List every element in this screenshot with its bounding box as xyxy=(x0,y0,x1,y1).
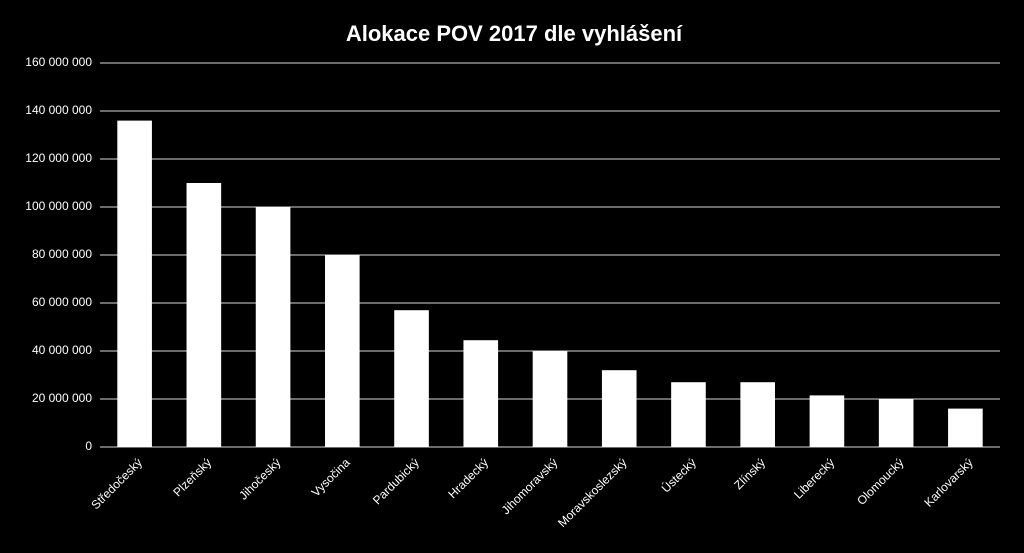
x-tick-label: Vysočina xyxy=(309,455,353,499)
bar xyxy=(809,395,845,447)
y-tick-label: 140 000 000 xyxy=(25,103,92,117)
bar xyxy=(878,399,914,447)
y-tick-label: 80 000 000 xyxy=(32,247,92,261)
x-tick-label: Ústecký xyxy=(658,455,699,496)
bar xyxy=(532,351,568,447)
bar xyxy=(394,310,429,447)
y-tick-label: 100 000 000 xyxy=(25,199,92,213)
bar xyxy=(325,255,360,447)
x-tick-label: Plzeňský xyxy=(170,455,214,499)
bar xyxy=(186,183,222,447)
y-tick-label: 120 000 000 xyxy=(25,151,92,165)
x-tick-label: Středočeský xyxy=(88,455,145,512)
bar xyxy=(948,408,983,447)
bar xyxy=(740,382,775,447)
x-tick-label: Pardubický xyxy=(370,455,422,507)
y-tick-label: 40 000 000 xyxy=(32,343,92,357)
y-tick-label: 160 000 000 xyxy=(25,55,92,69)
x-tick-label: Zlínský xyxy=(731,455,768,492)
x-tick-label: Liberecký xyxy=(791,455,837,501)
x-tick-label: Jihomoravský xyxy=(499,455,561,517)
x-tick-label: Jihočeský xyxy=(236,455,283,502)
bar xyxy=(463,340,499,447)
bar xyxy=(117,120,152,447)
chart-title: Alokace POV 2017 dle vyhlášení xyxy=(346,21,683,46)
x-tick-label: Karlovarský xyxy=(922,455,976,509)
bar xyxy=(255,207,291,447)
y-tick-label: 20 000 000 xyxy=(32,391,92,405)
x-tick-label: Hradecký xyxy=(445,455,491,501)
y-tick-label: 60 000 000 xyxy=(32,295,92,309)
bar xyxy=(671,382,706,447)
bar xyxy=(601,370,637,447)
x-tick-label: Moravskoslezský xyxy=(555,455,630,530)
y-tick-label: 0 xyxy=(85,439,92,453)
x-tick-label: Olomoucký xyxy=(854,455,906,507)
